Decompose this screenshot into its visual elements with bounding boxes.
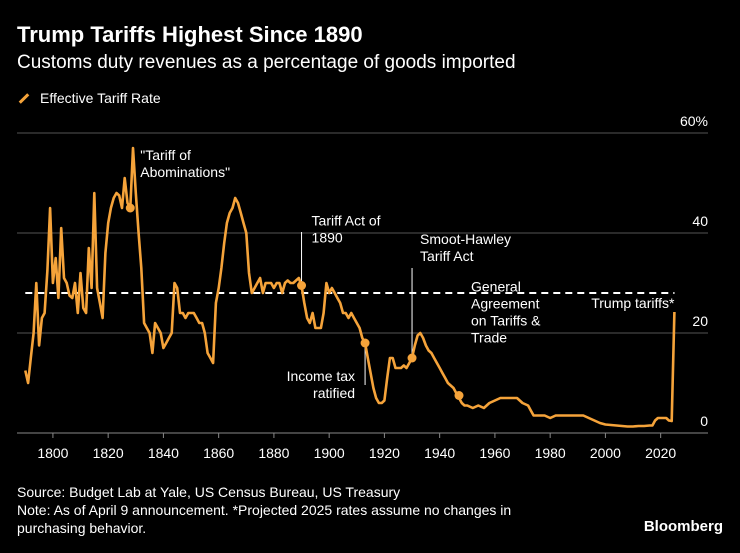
legend: Effective Tariff Rate bbox=[17, 90, 161, 106]
annotation-line: Tariff Act bbox=[420, 248, 474, 264]
legend-label: Effective Tariff Rate bbox=[40, 90, 161, 106]
annotation-line: "Tariff of bbox=[140, 147, 191, 163]
x-tick-label: 1860 bbox=[203, 445, 234, 461]
y-tick-label: 40 bbox=[692, 213, 708, 229]
annotation-label-bg bbox=[556, 294, 677, 312]
x-tick-label: 1840 bbox=[148, 445, 179, 461]
x-tick-label: 1800 bbox=[37, 445, 68, 461]
note-line-1: Note: As of April 9 announcement. *Proje… bbox=[17, 502, 512, 518]
bloomberg-logo: Bloomberg bbox=[643, 518, 723, 535]
annotation-marker bbox=[360, 338, 370, 348]
annotation-line: Agreement bbox=[471, 296, 540, 312]
x-tick-label: 1820 bbox=[93, 445, 124, 461]
chart-title: Trump Tariffs Highest Since 1890 bbox=[17, 22, 363, 47]
annotation-label: General Agreement on Tariffs & Trade bbox=[471, 279, 541, 346]
x-tick-label: 1940 bbox=[424, 445, 455, 461]
x-tick-label: 2020 bbox=[645, 445, 676, 461]
annotation-line: Trade bbox=[471, 330, 507, 346]
annotation-line: Trump tariffs* bbox=[591, 295, 675, 311]
y-tick-label: 20 bbox=[692, 313, 708, 329]
series-line-effective-tariff-rate bbox=[24, 146, 676, 428]
annotation-line: Income tax bbox=[287, 368, 355, 384]
note-line-2: purchasing behavior. bbox=[17, 520, 147, 536]
annotation-label: "Tariff of Abominations" bbox=[140, 147, 230, 180]
annotation-line: Tariff Act of bbox=[312, 213, 381, 229]
annotation-line: on Tariffs & bbox=[471, 313, 541, 329]
chart-subtitle: Customs duty revenues as a percentage of… bbox=[17, 52, 516, 73]
y-tick-label: 0 bbox=[700, 413, 708, 429]
annotation-line: Smoot-Hawley bbox=[420, 231, 511, 247]
annotation-label: Smoot-Hawley Tariff Act bbox=[420, 231, 511, 264]
x-tick-label: 2000 bbox=[590, 445, 621, 461]
x-tick-label: 1960 bbox=[479, 445, 510, 461]
x-tick-label: 1900 bbox=[314, 445, 345, 461]
annotation-line: 1890 bbox=[312, 230, 343, 246]
annotation-marker bbox=[125, 203, 135, 213]
annotation-line: General bbox=[471, 279, 521, 295]
y-tick-label: 60% bbox=[680, 113, 708, 129]
annotation-label: Tariff Act of 1890 bbox=[312, 213, 381, 246]
annotation-marker bbox=[297, 281, 307, 290]
source-note: Source: Budget Lab at Yale, US Census Bu… bbox=[17, 484, 401, 500]
annotation-line: ratified bbox=[313, 385, 355, 401]
annotation-marker bbox=[454, 391, 464, 400]
x-tick-label: 1980 bbox=[535, 445, 566, 461]
annotation-line: Abominations" bbox=[140, 164, 230, 180]
annotation-marker bbox=[407, 353, 417, 363]
x-tick-label: 1920 bbox=[369, 445, 400, 461]
annotation-label: Income tax ratified bbox=[287, 368, 355, 401]
x-tick-label: 1880 bbox=[258, 445, 289, 461]
annotation-label: Trump tariffs* bbox=[591, 295, 675, 311]
